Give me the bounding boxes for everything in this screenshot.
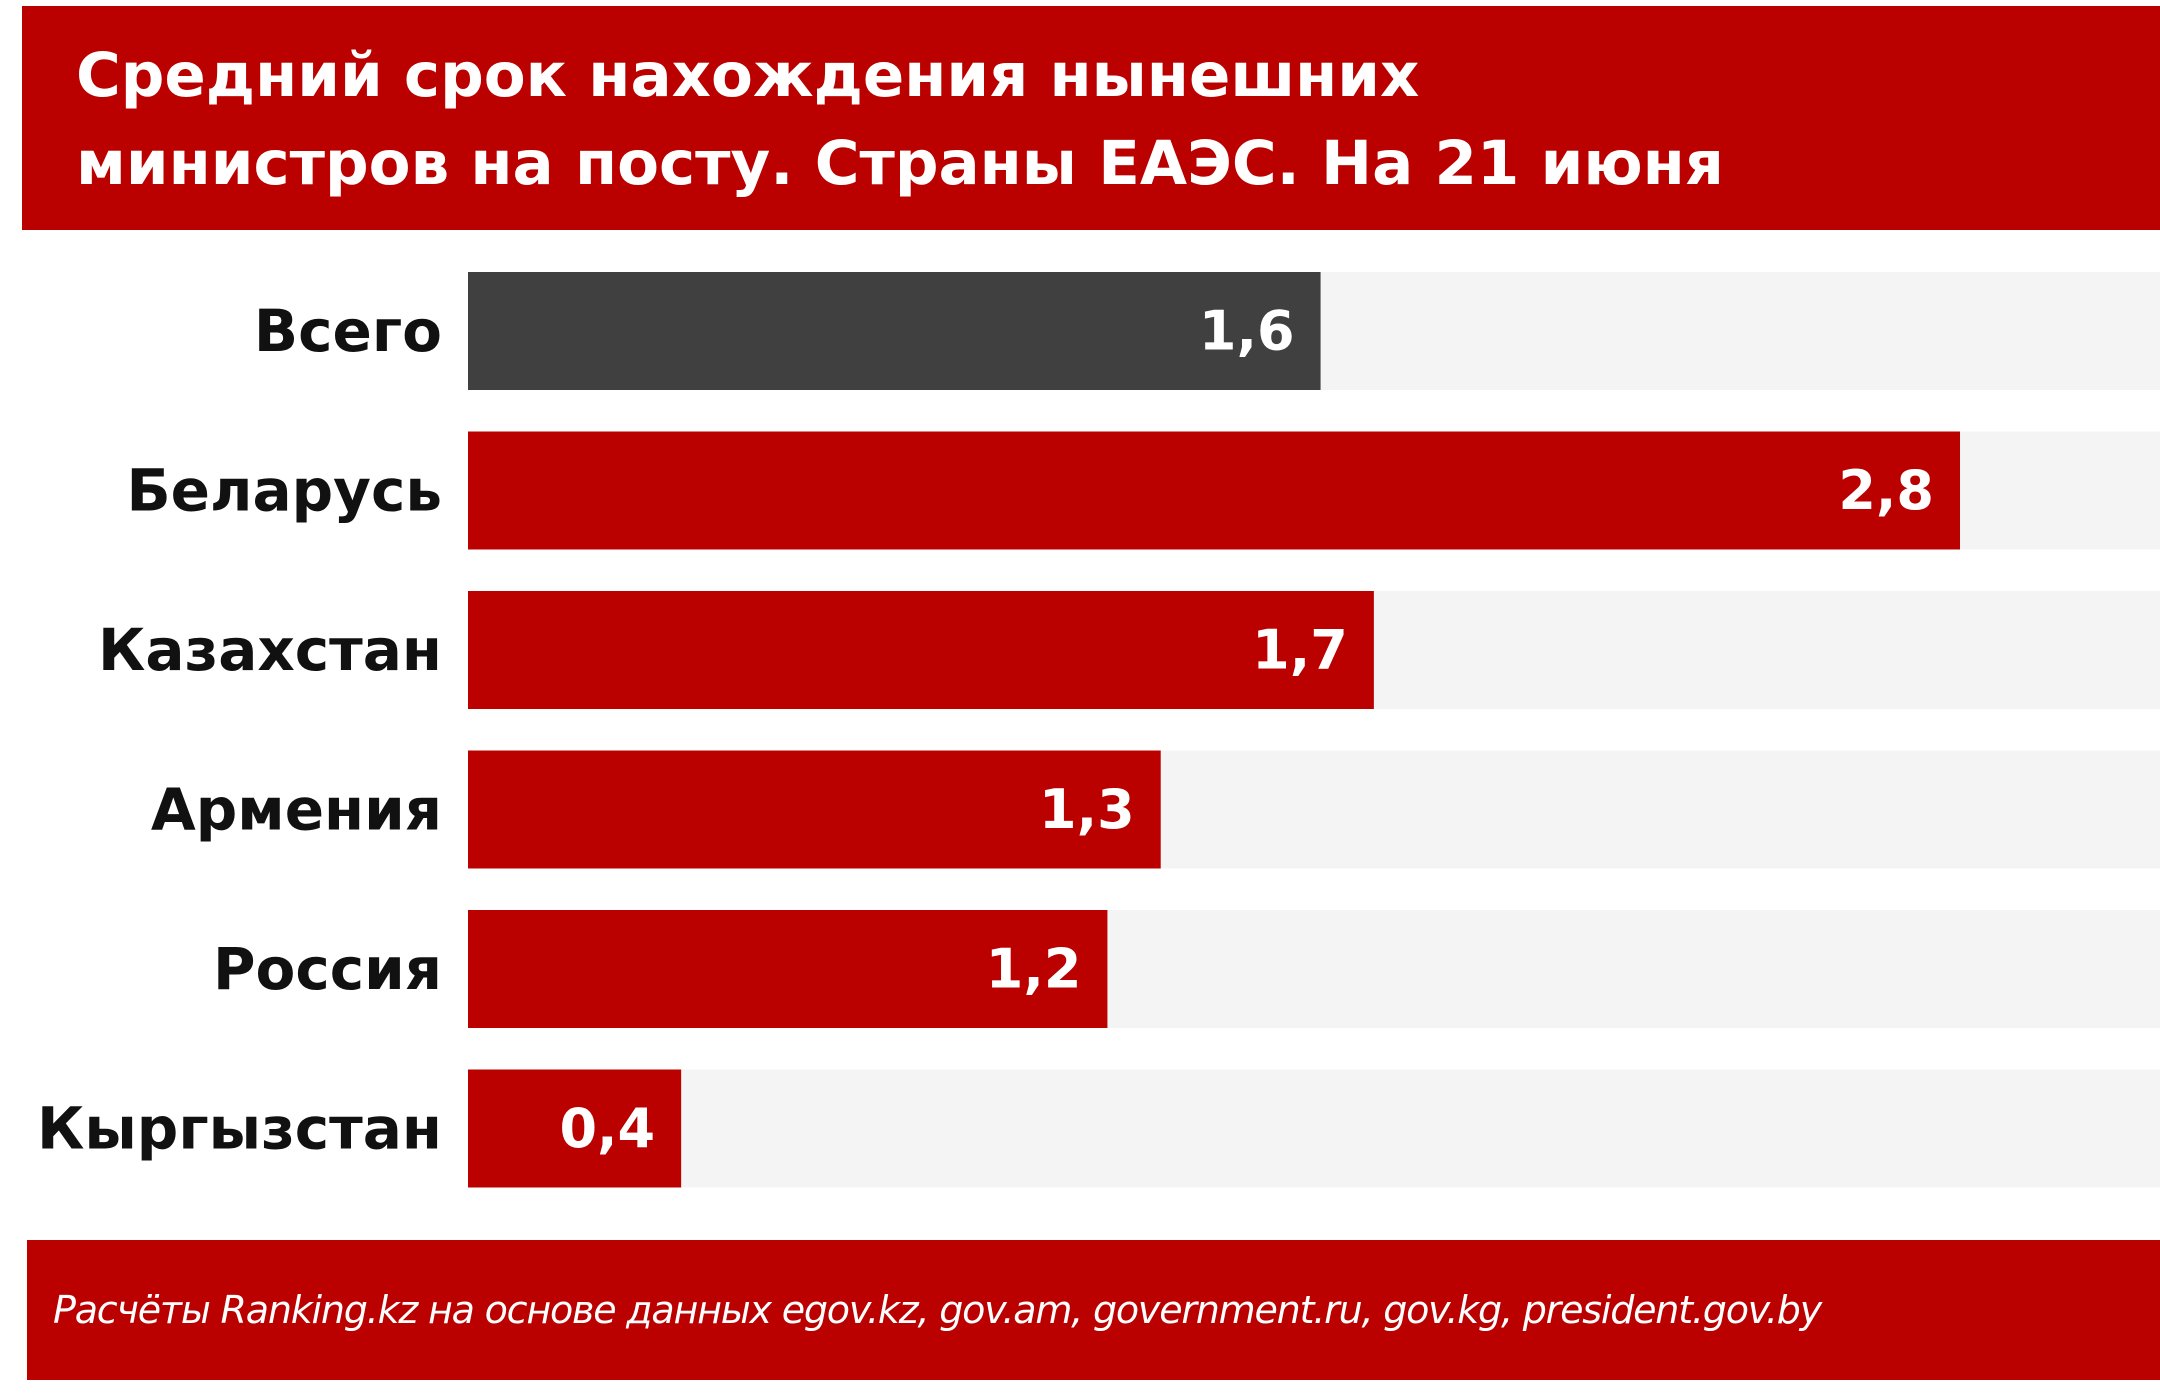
category-label: Казахстан <box>98 616 442 684</box>
source-note: Расчёты Ranking.kz на основе данных egov… <box>53 1288 1822 1332</box>
value-label: 1,7 <box>1252 619 1348 682</box>
bar-track <box>468 1069 2160 1188</box>
chart-title: Средний срок нахождения нынешних министр… <box>76 40 1724 199</box>
value-label: 1,6 <box>1199 300 1295 363</box>
bar-3 <box>468 750 1161 869</box>
source-footer: Расчёты Ranking.kz на основе данных egov… <box>27 1240 2160 1380</box>
bar-2 <box>468 591 1374 709</box>
value-label: 2,8 <box>1838 459 1934 522</box>
value-label: 0,4 <box>559 1097 655 1160</box>
bar-chart: Всего 1,6 Беларусь 2,8 Казахстан 1,7 Армения 1,… <box>37 272 2160 1188</box>
category-label: Всего <box>254 297 442 365</box>
category-label: Россия <box>213 935 442 1003</box>
category-label: Армения <box>151 776 442 844</box>
category-label: Беларусь <box>126 457 442 525</box>
value-label: 1,3 <box>1039 778 1135 841</box>
bar-5 <box>468 1069 682 1188</box>
value-label: 1,2 <box>986 938 1082 1001</box>
bar-4 <box>468 910 1108 1028</box>
bar-1 <box>468 431 1960 550</box>
chart-header: Средний срок нахождения нынешних министр… <box>22 6 2160 230</box>
category-label: Кыргызстан <box>37 1095 442 1163</box>
bar-0 <box>468 272 1321 390</box>
